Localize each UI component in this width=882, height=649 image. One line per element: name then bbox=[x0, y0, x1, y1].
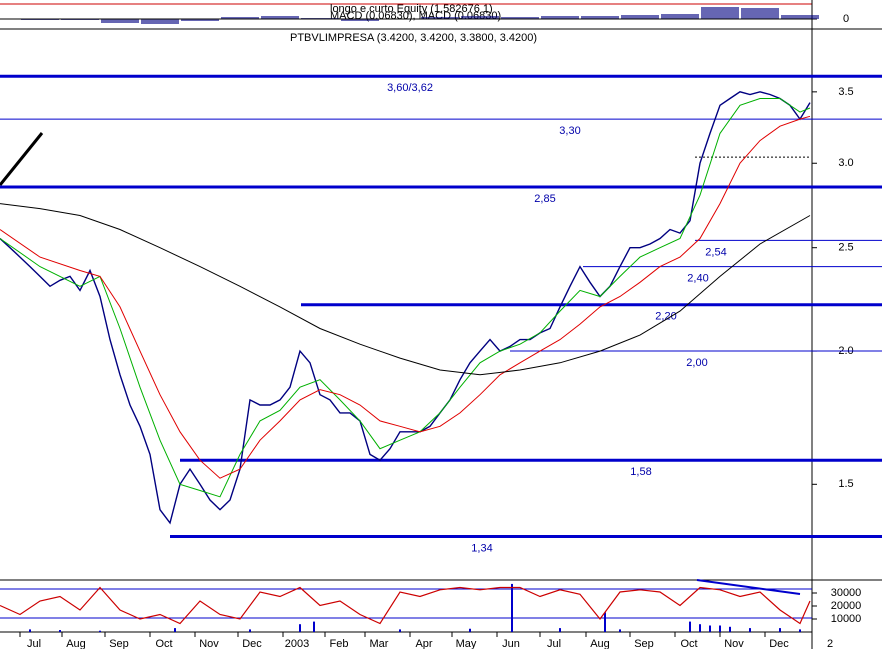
x-tick-label: Apr bbox=[415, 638, 432, 649]
x-tick-label: 2003 bbox=[285, 638, 309, 649]
macd-bar bbox=[421, 17, 459, 19]
x-tick-label: Aug bbox=[590, 638, 610, 649]
volume-bar bbox=[749, 628, 751, 632]
price-line bbox=[0, 115, 811, 479]
price-line bbox=[0, 203, 811, 376]
macd-bar bbox=[341, 19, 379, 21]
macd-bar bbox=[461, 16, 499, 19]
macd-bar bbox=[661, 14, 699, 19]
volume-bar bbox=[604, 612, 606, 632]
macd-bar bbox=[581, 16, 619, 19]
macd-bar bbox=[141, 19, 179, 24]
chart-title: PTBVLIMPRESA (3.4200, 3.4200, 3.3800, 3.… bbox=[290, 32, 537, 44]
x-tick-label: Mar bbox=[370, 638, 389, 649]
trend-line bbox=[0, 132, 44, 186]
volume-bar bbox=[174, 628, 176, 632]
volume-bar bbox=[699, 624, 701, 632]
macd-bar bbox=[781, 15, 819, 19]
volume-bar bbox=[313, 621, 315, 632]
y-tick-label: 2.5 bbox=[838, 242, 853, 254]
x-tick-label: Jul bbox=[547, 638, 561, 649]
x-tick-label: Jul bbox=[27, 638, 41, 649]
volume-bar bbox=[299, 624, 301, 632]
x-tick-label: Sep bbox=[634, 638, 654, 649]
y-tick-label: 3.5 bbox=[838, 86, 853, 98]
indicator-subtitle: longo e curto Equity (1.582676 1) bbox=[330, 3, 493, 15]
macd-bar bbox=[741, 8, 779, 19]
volume-bar bbox=[99, 630, 101, 632]
level-label: 2,54 bbox=[705, 246, 726, 258]
volume-bar bbox=[511, 583, 513, 632]
x-tick-label: Aug bbox=[66, 638, 86, 649]
volume-bar bbox=[689, 621, 691, 632]
level-label: 2,00 bbox=[686, 357, 707, 369]
volume-bar bbox=[59, 630, 61, 632]
volume-bar bbox=[799, 629, 801, 632]
x-tick-label: Dec bbox=[769, 638, 789, 649]
y-tick-label: 20000 bbox=[831, 600, 862, 612]
y-tick-label: 0 bbox=[843, 13, 849, 25]
macd-bar bbox=[101, 19, 139, 23]
volume-bar bbox=[719, 625, 721, 632]
x-tick-label: May bbox=[456, 638, 477, 649]
y-tick-label: 10000 bbox=[831, 613, 862, 625]
price-line bbox=[0, 91, 811, 525]
price-line bbox=[0, 98, 811, 498]
volume-bar bbox=[249, 629, 251, 632]
x-tick-label: Oct bbox=[155, 638, 172, 649]
macd-bar bbox=[181, 19, 219, 21]
level-label: 1,58 bbox=[630, 466, 651, 478]
macd-bar bbox=[701, 7, 739, 19]
level-label: 2,20 bbox=[655, 311, 676, 323]
level-label: 3,30 bbox=[559, 125, 580, 137]
x-tick-label: Nov bbox=[724, 638, 744, 649]
x-tick-label: Oct bbox=[680, 638, 697, 649]
volume-bar bbox=[709, 625, 711, 632]
x-tick-label: Sep bbox=[109, 638, 129, 649]
volume-bar bbox=[729, 626, 731, 632]
y-tick-label: 1.5 bbox=[838, 478, 853, 490]
oscillator-trend-line bbox=[696, 579, 801, 595]
volume-bar bbox=[779, 628, 781, 632]
macd-bar bbox=[261, 16, 299, 19]
macd-bar bbox=[221, 17, 259, 19]
volume-bar bbox=[619, 629, 621, 632]
volume-bar bbox=[559, 628, 561, 632]
volume-bar bbox=[469, 628, 471, 632]
x-tick-label: Dec bbox=[242, 638, 262, 649]
volume-bar bbox=[29, 629, 31, 632]
level-label: 1,34 bbox=[471, 542, 492, 554]
volume-bar bbox=[399, 629, 401, 632]
y-tick-label: 30000 bbox=[831, 587, 862, 599]
macd-bar bbox=[501, 17, 539, 19]
x-tick-label: 2 bbox=[827, 638, 833, 649]
oscillator-line bbox=[0, 586, 811, 625]
x-tick-label: Feb bbox=[330, 638, 349, 649]
macd-bar bbox=[621, 15, 659, 19]
macd-bar bbox=[541, 16, 579, 19]
level-label: 2,85 bbox=[534, 193, 555, 205]
level-label: 2,40 bbox=[687, 273, 708, 285]
x-tick-label: Jun bbox=[502, 638, 520, 649]
x-tick-label: Nov bbox=[199, 638, 219, 649]
y-tick-label: 3.0 bbox=[838, 157, 853, 169]
level-label: 3,60/3,62 bbox=[387, 82, 433, 94]
